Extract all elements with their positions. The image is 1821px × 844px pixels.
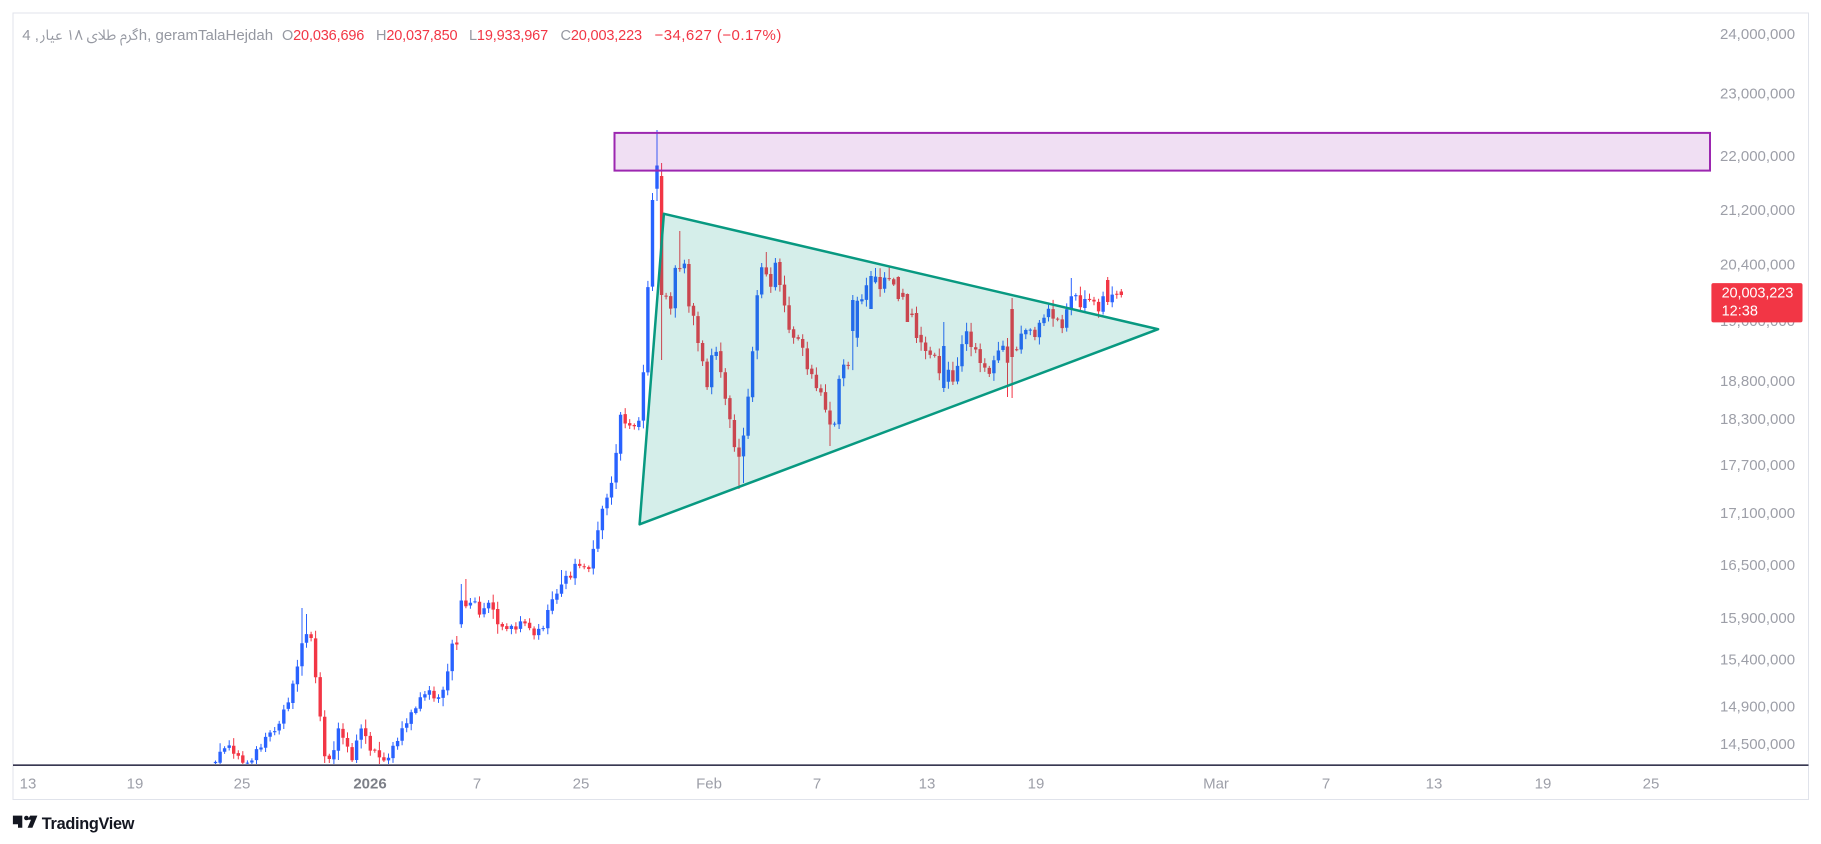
svg-text:7: 7 [473,776,481,793]
svg-text:17,100,000: 17,100,000 [1720,505,1795,522]
svg-text:19: 19 [127,776,144,793]
svg-text:25: 25 [234,776,251,793]
svg-text:Feb: Feb [696,776,722,793]
svg-text:Mar: Mar [1203,776,1229,793]
svg-text:13: 13 [20,776,37,793]
svg-text:19: 19 [1028,776,1045,793]
svg-text:20,003,223: 20,003,223 [1722,286,1794,302]
svg-text:19: 19 [1535,776,1552,793]
svg-text:22,000,000: 22,000,000 [1720,148,1795,165]
svg-text:14,500,000: 14,500,000 [1720,736,1795,753]
svg-text:25: 25 [573,776,590,793]
svg-text:−34,627 (−0.17%): −34,627 (−0.17%) [655,27,782,44]
svg-text:15,400,000: 15,400,000 [1720,651,1795,668]
svg-text:21,200,000: 21,200,000 [1720,202,1795,219]
svg-text:L19,933,967: L19,933,967 [469,28,548,44]
svg-text:13: 13 [1426,776,1443,793]
svg-text:TradingView: TradingView [42,815,135,833]
svg-text:7: 7 [1322,776,1330,793]
svg-text:20,400,000: 20,400,000 [1720,257,1795,274]
svg-text:24,000,000: 24,000,000 [1720,26,1795,43]
svg-text:17,700,000: 17,700,000 [1720,457,1795,474]
svg-text:O20,036,696: O20,036,696 [282,28,364,44]
svg-text:h, geramTalaHejdah: h, geramTalaHejdah [139,27,273,44]
svg-text:C20,003,223: C20,003,223 [561,28,642,44]
svg-text:2026: 2026 [353,776,386,793]
svg-text:15,900,000: 15,900,000 [1720,610,1795,627]
svg-text:25: 25 [1643,776,1660,793]
svg-text:13: 13 [919,776,936,793]
svg-text:14,900,000: 14,900,000 [1720,698,1795,715]
svg-text:16,500,000: 16,500,000 [1720,557,1795,574]
svg-text:4 ,: 4 , [22,27,39,44]
svg-text:18,300,000: 18,300,000 [1720,411,1795,428]
svg-text:7: 7 [813,776,821,793]
svg-text:12:38: 12:38 [1722,303,1758,319]
svg-text:H20,037,850: H20,037,850 [376,28,457,44]
svg-text:18,800,000: 18,800,000 [1720,373,1795,390]
svg-text:23,000,000: 23,000,000 [1720,86,1795,103]
